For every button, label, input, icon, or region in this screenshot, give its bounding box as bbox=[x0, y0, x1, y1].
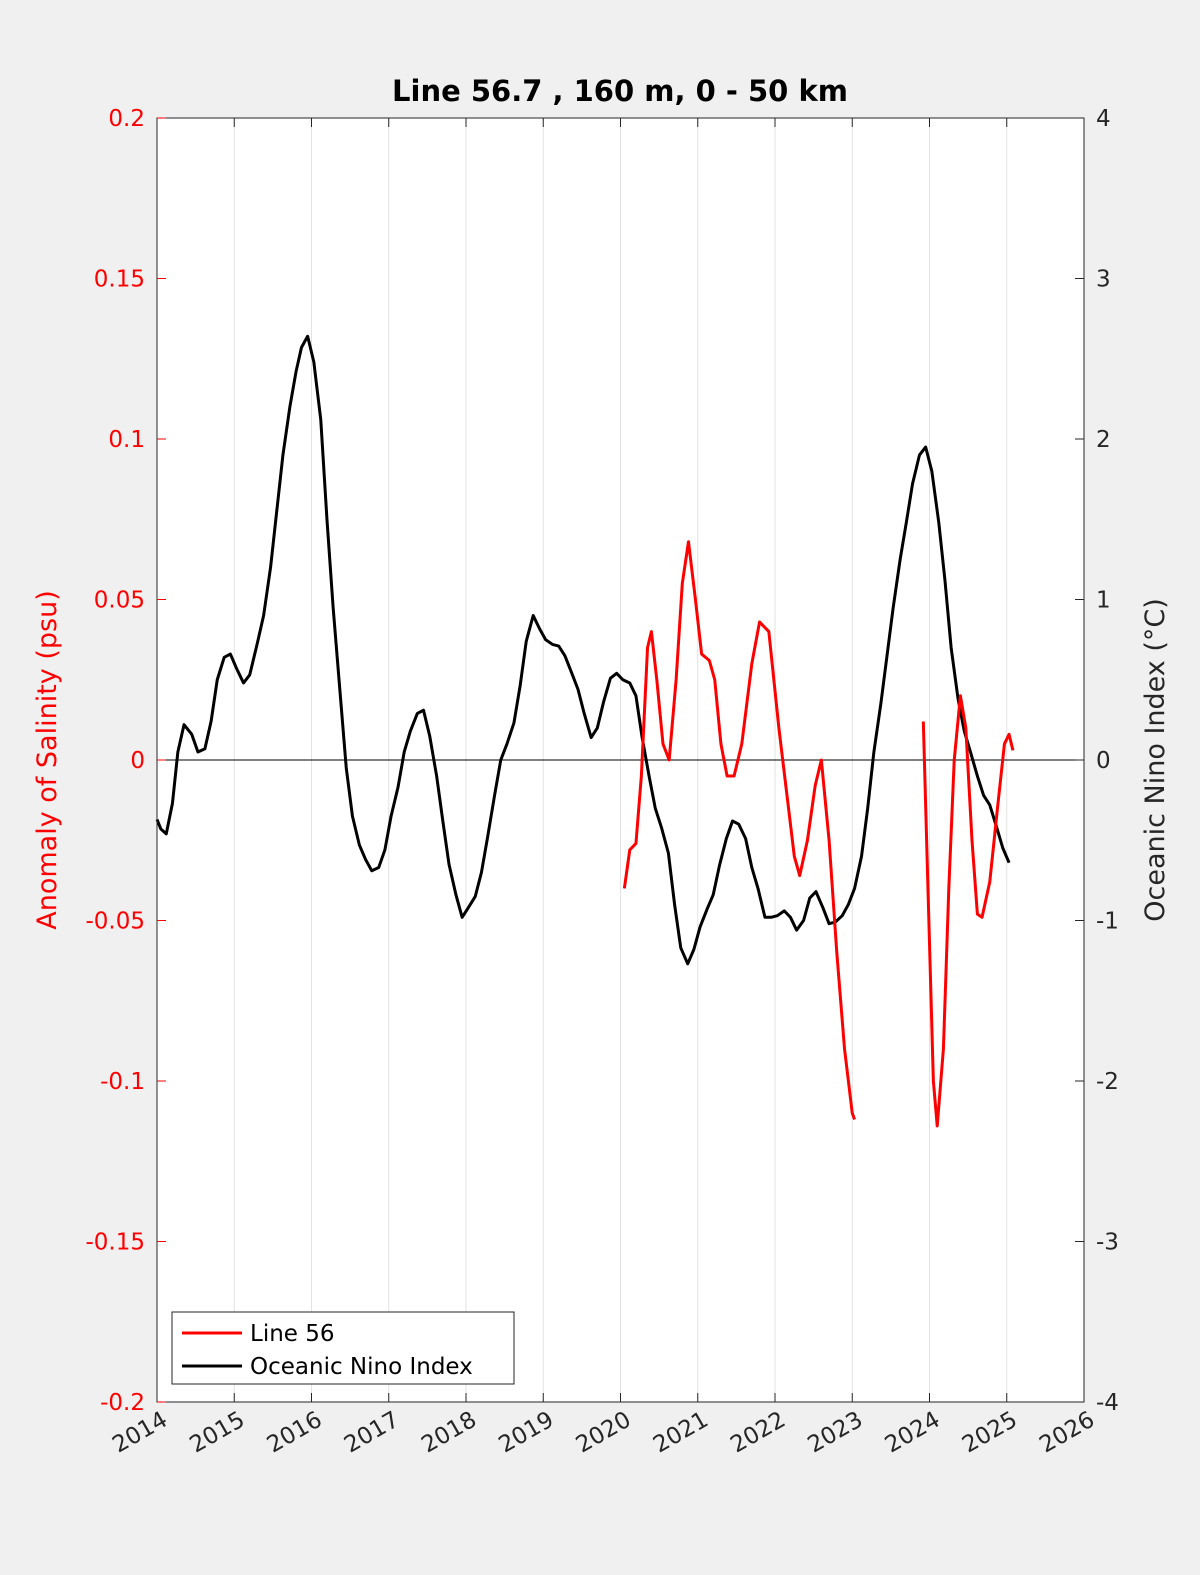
series-line-oceanic-nino-index bbox=[155, 334, 1011, 966]
left-tick-label: -0.1 bbox=[100, 1069, 145, 1095]
right-tick-label: -1 bbox=[1096, 909, 1119, 935]
right-tick-label: 1 bbox=[1096, 588, 1111, 614]
left-axis-ticks: 0.2 0.15 0.1 0.05 0 -0.05 -0.1 -0.15 -0.2 bbox=[85, 106, 166, 1416]
left-tick-label: 0.15 bbox=[94, 267, 145, 293]
series-line-line-56-segment-2 bbox=[921, 694, 1015, 1128]
legend-label-oni: Oceanic Nino Index bbox=[250, 1354, 473, 1380]
left-tick-label: -0.05 bbox=[85, 909, 145, 935]
right-tick-label: -3 bbox=[1096, 1230, 1119, 1256]
left-tick-label: 0 bbox=[130, 748, 145, 774]
right-tick-label: -2 bbox=[1096, 1069, 1119, 1095]
series-line-line-56-segment-1 bbox=[622, 540, 856, 1121]
chart-title: Line 56.7 , 160 m, 0 - 50 km bbox=[392, 74, 848, 108]
legend-label-line-56: Line 56 bbox=[250, 1321, 335, 1347]
left-axis-label: Anomaly of Salinity (psu) bbox=[32, 590, 63, 929]
right-tick-label: 4 bbox=[1096, 106, 1111, 132]
right-tick-label: 2 bbox=[1096, 427, 1111, 453]
series-layer bbox=[155, 334, 1015, 1128]
right-tick-label: 3 bbox=[1096, 267, 1111, 293]
left-tick-label: 0.05 bbox=[94, 588, 145, 614]
right-axis-ticks: 4 3 2 1 0 -1 -2 -3 -4 bbox=[1075, 106, 1119, 1416]
left-tick-label: -0.2 bbox=[100, 1390, 145, 1416]
legend-box bbox=[171, 1311, 515, 1385]
right-tick-label: -4 bbox=[1096, 1390, 1119, 1416]
right-axis-label: Oceanic Nino Index (°C) bbox=[1140, 598, 1171, 922]
right-tick-label: 0 bbox=[1096, 748, 1111, 774]
left-tick-label: 0.2 bbox=[108, 106, 145, 132]
legend: Line 56 Oceanic Nino Index bbox=[171, 1311, 515, 1385]
left-tick-label: -0.15 bbox=[85, 1230, 145, 1256]
left-tick-label: 0.1 bbox=[108, 427, 145, 453]
